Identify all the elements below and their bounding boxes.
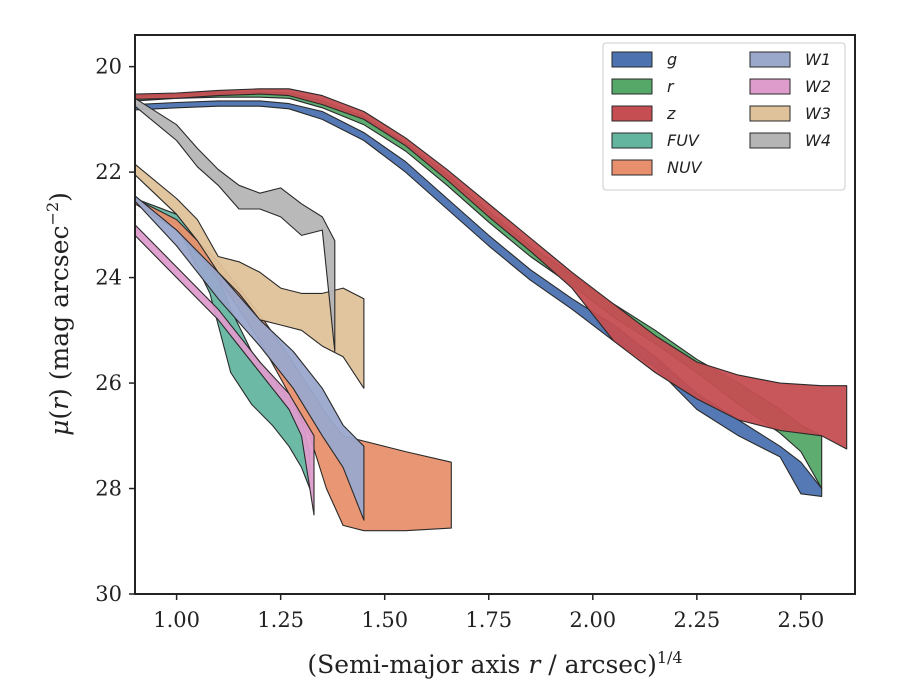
plot-frame [134,34,856,595]
band-z [134,88,848,450]
y-tick-label: 22 [95,160,122,184]
y-tick-label: 30 [95,582,122,606]
x-tick-label: 2.50 [778,608,825,632]
y-tick-label: 24 [95,266,122,290]
plot-area [134,88,848,532]
x-tick-label: 2.25 [673,608,720,632]
legend-label-w4: W4 [805,131,831,150]
legend-swatch-g [611,51,653,68]
y-axis: 20 22 24 26 28 30 [95,55,135,606]
x-tick-label: 1.00 [153,608,200,632]
band-g [134,100,823,497]
x-tick-label: 1.25 [257,608,304,632]
x-tick-label: 2.00 [569,608,616,632]
legend-label-fuv: FUV [667,131,700,150]
band-w3 [134,163,365,389]
legend-swatch-w1 [749,51,791,68]
legend-swatch-w2 [749,78,791,95]
band-w2 [134,224,315,516]
legend-label-z: z [666,104,676,123]
y-tick-label: 28 [95,477,122,501]
x-tick-label: 1.50 [361,608,408,632]
legend: grz FUV NUV W1 W2 W3 W4 [602,42,846,191]
legend-label-r: r [667,77,675,96]
band-w1 [134,195,365,521]
legend-swatch-w4 [749,132,791,149]
legend-label-w1: W1 [805,50,831,69]
legend-swatch-w3 [749,105,791,122]
legend-label-w3: W3 [805,104,831,123]
x-axis-label: (Semi-major axis r / arcsec)1/4 [307,648,682,679]
legend-label-nuv: NUV [667,158,703,177]
legend-swatch-fuv [611,132,653,149]
band-w4 [134,97,336,352]
y-tick-label: 26 [95,371,122,395]
legend-swatch-nuv [611,159,653,176]
x-tick-label: 1.75 [465,608,512,632]
legend-swatch-z [611,105,653,122]
legend-label-w2: W2 [805,77,831,96]
x-axis: 1.00 1.25 1.50 1.75 2.00 2.25 2.50 [153,594,824,632]
y-axis-label: μ(r) (mag arcsec−2) [43,192,74,436]
legend-swatch-r [611,78,653,95]
y-tick-label: 20 [95,55,122,79]
legend-label-g: g [667,50,677,69]
